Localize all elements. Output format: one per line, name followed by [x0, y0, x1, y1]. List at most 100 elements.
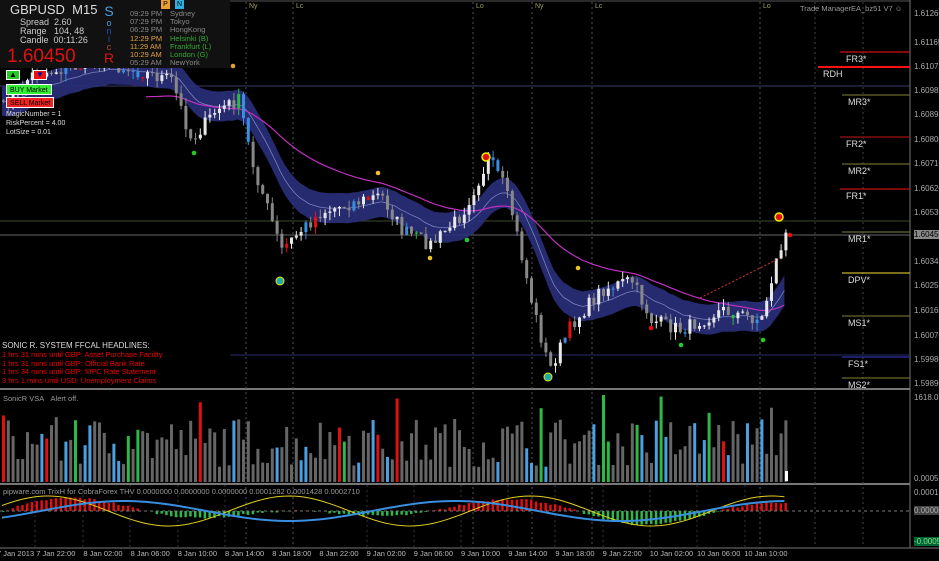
time-tick: 10 Jan 02:00 [649, 549, 694, 558]
magic-number: MagicNumber = 1 [6, 111, 62, 118]
volume-bar [770, 407, 773, 482]
candle [390, 209, 394, 220]
price-tick: 1.60530 [914, 208, 939, 217]
volume-bar [750, 444, 754, 482]
volume-bar [683, 446, 687, 482]
candle [534, 302, 538, 315]
trix-histogram-bar [54, 498, 58, 511]
volume-bar [722, 441, 725, 482]
trix-histogram-bar [750, 504, 754, 511]
trix-histogram-bar [774, 502, 778, 511]
risk-percent: RiskPercent = 4.00 [6, 120, 66, 127]
volume-bar [611, 465, 615, 482]
candle [170, 73, 173, 78]
session-city: HongKong [170, 25, 206, 35]
candle [222, 105, 226, 109]
sonic-letter: R [103, 50, 115, 66]
volume-bar [83, 445, 87, 482]
candle [750, 315, 754, 324]
trix-histogram-bar [525, 499, 528, 511]
candle [755, 319, 759, 324]
sell-market-button[interactable]: SELL Market [6, 97, 55, 108]
candle [242, 94, 245, 119]
candle [453, 216, 457, 228]
candle [544, 342, 548, 353]
trix-histogram-bar [381, 511, 384, 516]
candle [294, 235, 298, 238]
candle [342, 206, 346, 209]
price-tick: 1.61260 [914, 9, 939, 18]
volume-bar [405, 460, 409, 482]
buy-market-button[interactable]: BUY Market [6, 84, 52, 95]
candle [606, 288, 610, 296]
trix-histogram-bar [11, 508, 15, 511]
trix-histogram-bar [717, 511, 720, 512]
trix-histogram-bar [256, 511, 259, 513]
volume-bar [237, 419, 241, 482]
trix-histogram-bar [486, 501, 490, 511]
candle [424, 233, 428, 250]
trix-histogram-bar [232, 511, 235, 516]
time-tick: 9 Jan 18:00 [555, 549, 595, 558]
volume-bar [117, 460, 121, 482]
volume-bar [213, 432, 217, 482]
volume-bar [342, 441, 346, 482]
volume-bar [602, 395, 605, 482]
candle [184, 105, 188, 130]
candle [251, 141, 255, 168]
candle [30, 72, 34, 81]
volume-bar [698, 453, 701, 482]
swing-dot [230, 63, 236, 69]
candle [232, 100, 236, 109]
volume-bar [64, 441, 68, 482]
volume-bar [261, 462, 265, 482]
pivot-label-dpv: DPV* [848, 275, 871, 285]
volume-bar [477, 466, 481, 482]
sonic-letter: S [104, 3, 114, 19]
volume-bar [266, 463, 269, 482]
symbol-title: GBPUSD M15 [10, 2, 97, 17]
volume-bar [573, 443, 577, 482]
trix-histogram-bar [472, 502, 475, 511]
price-tick: 1.60253 [914, 281, 939, 290]
trix-histogram-bar [371, 511, 375, 515]
badge-n[interactable]: N [175, 0, 184, 9]
volume-bar [323, 459, 327, 482]
candle [496, 160, 500, 171]
swing-dot [427, 255, 433, 261]
trix-histogram-bar [549, 504, 552, 511]
volume-bar [141, 431, 145, 482]
volume-bar [179, 430, 183, 482]
volume-bar [381, 448, 385, 482]
candle [410, 226, 413, 234]
trix-histogram-bar [770, 502, 773, 511]
candle [117, 65, 121, 73]
volume-bar-current [785, 471, 788, 481]
trix-histogram-bar [530, 499, 533, 511]
buy-arrow-button[interactable]: ▲ [6, 70, 20, 80]
volume-bar [395, 398, 399, 482]
candle [736, 312, 740, 319]
volume-bar [568, 463, 572, 482]
volume-bar [78, 463, 82, 482]
volume-bar [390, 459, 394, 482]
volume-bar [410, 433, 413, 482]
trix-histogram-bar [582, 511, 586, 514]
trix-histogram-bar [438, 508, 442, 511]
trix-histogram-bar [251, 511, 255, 515]
session-marker: Lc [595, 3, 603, 10]
candle [261, 185, 265, 194]
badge-p[interactable]: P [161, 0, 170, 9]
candle [357, 201, 361, 205]
time-tick: 8 Jan 14:00 [225, 549, 265, 558]
swing-dot [191, 150, 197, 156]
volume-bar [424, 444, 428, 482]
range-value: 104, 48 [54, 26, 85, 36]
candle [386, 195, 389, 210]
sell-arrow-button[interactable]: ▼ [33, 70, 47, 80]
trix-axis-tick: -0.00058 [914, 537, 939, 546]
volume-bar [414, 420, 418, 482]
vsa-name: SonicR VSA [3, 394, 45, 403]
candle [434, 240, 437, 243]
